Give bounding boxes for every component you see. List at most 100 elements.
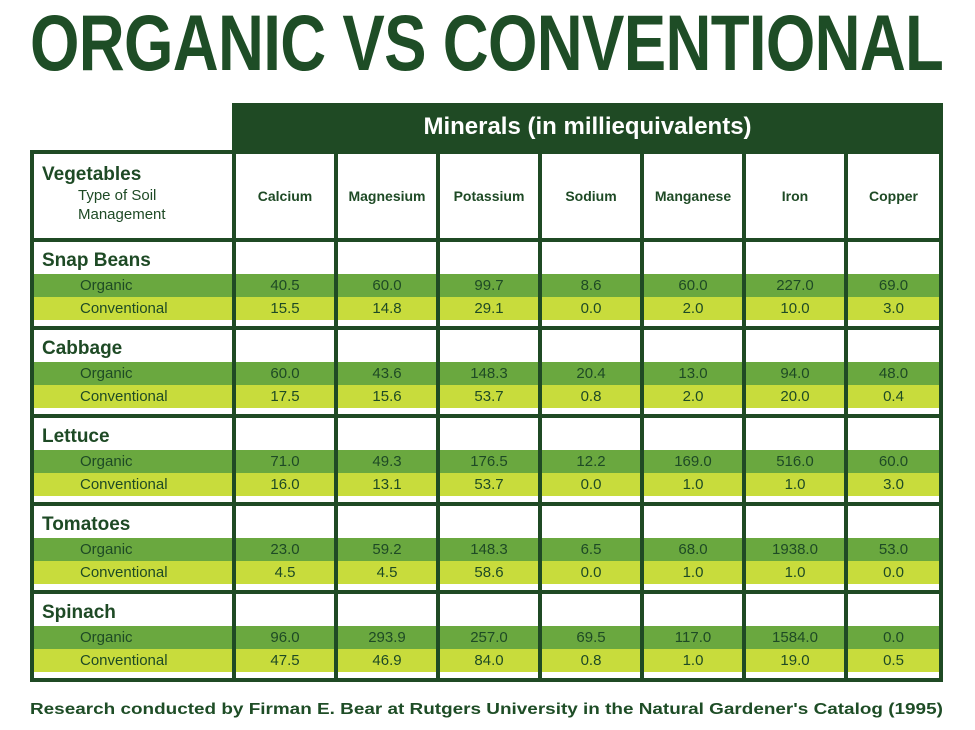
organic-label: Organic xyxy=(34,538,232,561)
organic-label: Organic xyxy=(34,450,232,473)
conventional-value: 0.0 xyxy=(542,473,640,496)
organic-value: 293.9 xyxy=(338,626,436,649)
conventional-value: 53.7 xyxy=(440,473,538,496)
conventional-value: 1.0 xyxy=(644,473,742,496)
conventional-value: 0.4 xyxy=(848,385,939,408)
organic-label: Organic xyxy=(34,274,232,297)
source-footnote: Research conducted by Firman E. Bear at … xyxy=(30,701,943,718)
value-cell: 60.0 14.8 xyxy=(334,242,436,326)
value-cell: 68.0 1.0 xyxy=(640,506,742,590)
organic-label: Organic xyxy=(34,362,232,385)
vegetable-name: Cabbage xyxy=(42,338,123,359)
vegetable-group: Tomatoes Organic Conventional 23.0 4.5 59.… xyxy=(34,502,939,590)
conventional-value: 4.5 xyxy=(236,561,334,584)
organic-value: 257.0 xyxy=(440,626,538,649)
conventional-value: 2.0 xyxy=(644,385,742,408)
conventional-value: 4.5 xyxy=(338,561,436,584)
value-cell: 13.0 2.0 xyxy=(640,330,742,414)
vegetable-group: Spinach Organic Conventional 96.0 47.5 293… xyxy=(34,590,939,678)
soil-header-line1: Type of Soil xyxy=(78,187,157,204)
organic-value: 117.0 xyxy=(644,626,742,649)
organic-value: 40.5 xyxy=(236,274,334,297)
value-cell: 516.0 1.0 xyxy=(742,418,844,502)
organic-value: 60.0 xyxy=(338,274,436,297)
conventional-value: 1.0 xyxy=(644,649,742,672)
vegetable-group: Snap Beans Organic Conventional 40.5 15.5… xyxy=(34,238,939,326)
column-header: Copper xyxy=(844,154,939,238)
conventional-value: 3.0 xyxy=(848,473,939,496)
organic-value: 0.0 xyxy=(848,626,939,649)
organic-value: 48.0 xyxy=(848,362,939,385)
conventional-value: 1.0 xyxy=(746,561,844,584)
minerals-header: Minerals (in milliequivalents) xyxy=(232,103,943,151)
organic-value: 148.3 xyxy=(440,362,538,385)
conventional-value: 1.0 xyxy=(746,473,844,496)
organic-value: 69.0 xyxy=(848,274,939,297)
organic-value: 516.0 xyxy=(746,450,844,473)
vegetables-header: Vegetables xyxy=(42,164,142,185)
conventional-value: 10.0 xyxy=(746,297,844,320)
organic-value: 60.0 xyxy=(848,450,939,473)
value-cell: 148.3 58.6 xyxy=(436,506,538,590)
organic-value: 71.0 xyxy=(236,450,334,473)
label-cell: Lettuce Organic Conventional xyxy=(34,418,232,502)
conventional-value: 16.0 xyxy=(236,473,334,496)
conventional-value: 46.9 xyxy=(338,649,436,672)
minerals-table: Vegetables Type of Soil Management Calci… xyxy=(30,150,943,682)
column-header: Iron xyxy=(742,154,844,238)
value-cell: 48.0 0.4 xyxy=(844,330,939,414)
conventional-value: 2.0 xyxy=(644,297,742,320)
organic-value: 96.0 xyxy=(236,626,334,649)
table-header-row: Vegetables Type of Soil Management Calci… xyxy=(34,154,939,238)
value-cell: 6.5 0.0 xyxy=(538,506,640,590)
value-cell: 117.0 1.0 xyxy=(640,594,742,678)
value-cell: 23.0 4.5 xyxy=(232,506,334,590)
value-cell: 1938.0 1.0 xyxy=(742,506,844,590)
conventional-label: Conventional xyxy=(34,297,232,320)
value-cell: 257.0 84.0 xyxy=(436,594,538,678)
vegetable-name: Tomatoes xyxy=(42,514,131,535)
organic-value: 227.0 xyxy=(746,274,844,297)
conventional-value: 19.0 xyxy=(746,649,844,672)
value-cell: 59.2 4.5 xyxy=(334,506,436,590)
value-cell: 227.0 10.0 xyxy=(742,242,844,326)
label-cell: Tomatoes Organic Conventional xyxy=(34,506,232,590)
conventional-value: 13.1 xyxy=(338,473,436,496)
vegetable-group: Cabbage Organic Conventional 60.0 17.5 43.… xyxy=(34,326,939,414)
value-cell: 293.9 46.9 xyxy=(334,594,436,678)
organic-value: 68.0 xyxy=(644,538,742,561)
value-cell: 94.0 20.0 xyxy=(742,330,844,414)
conventional-value: 0.5 xyxy=(848,649,939,672)
conventional-value: 15.6 xyxy=(338,385,436,408)
value-cell: 148.3 53.7 xyxy=(436,330,538,414)
organic-value: 60.0 xyxy=(236,362,334,385)
organic-value: 1584.0 xyxy=(746,626,844,649)
conventional-value: 20.0 xyxy=(746,385,844,408)
organic-value: 69.5 xyxy=(542,626,640,649)
label-cell: Spinach Organic Conventional xyxy=(34,594,232,678)
vegetable-group: Lettuce Organic Conventional 71.0 16.0 49.… xyxy=(34,414,939,502)
organic-value: 169.0 xyxy=(644,450,742,473)
organic-value: 8.6 xyxy=(542,274,640,297)
conventional-label: Conventional xyxy=(34,649,232,672)
conventional-value: 3.0 xyxy=(848,297,939,320)
value-cell: 1584.0 19.0 xyxy=(742,594,844,678)
value-cell: 69.0 3.0 xyxy=(844,242,939,326)
value-cell: 20.4 0.8 xyxy=(538,330,640,414)
value-cell: 99.7 29.1 xyxy=(436,242,538,326)
organic-value: 43.6 xyxy=(338,362,436,385)
value-cell: 0.0 0.5 xyxy=(844,594,939,678)
organic-value: 20.4 xyxy=(542,362,640,385)
conventional-value: 0.0 xyxy=(848,561,939,584)
value-cell: 71.0 16.0 xyxy=(232,418,334,502)
column-header: Calcium xyxy=(232,154,334,238)
value-cell: 69.5 0.8 xyxy=(538,594,640,678)
conventional-value: 17.5 xyxy=(236,385,334,408)
conventional-label: Conventional xyxy=(34,473,232,496)
column-header: Potassium xyxy=(436,154,538,238)
conventional-value: 15.5 xyxy=(236,297,334,320)
organic-value: 1938.0 xyxy=(746,538,844,561)
page-title: ORGANIC VS CONVENTIONAL xyxy=(30,0,944,88)
conventional-value: 29.1 xyxy=(440,297,538,320)
column-header: Manganese xyxy=(640,154,742,238)
